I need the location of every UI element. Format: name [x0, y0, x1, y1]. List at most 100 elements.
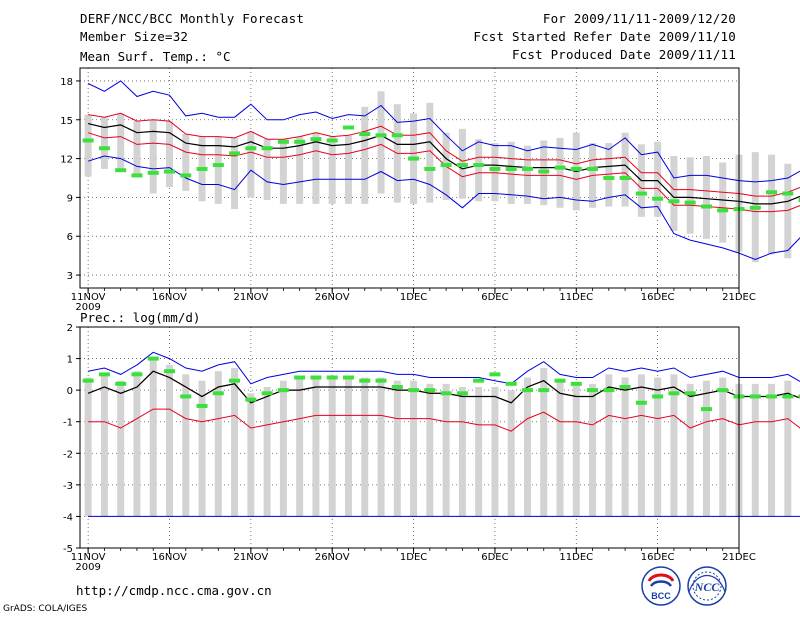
x-tick-label: 16DEC: [641, 552, 675, 563]
observed-marker: [749, 205, 761, 210]
x-tick-label: 11DEC: [559, 292, 593, 303]
spread-box: [475, 139, 483, 202]
y-tick-label: 1: [67, 355, 73, 366]
spread-box: [702, 380, 710, 517]
spread-box: [377, 377, 385, 517]
observed-marker: [359, 132, 371, 136]
precipitation-panel-title: Prec.: log(mm/d): [80, 310, 200, 325]
y-tick-label: 15: [60, 116, 73, 127]
x-tick-label: 6DEC: [481, 552, 508, 563]
observed-marker: [570, 166, 582, 171]
spread-box: [133, 121, 141, 175]
spread-box: [572, 383, 580, 517]
observed-marker: [294, 375, 306, 380]
observed-marker: [147, 170, 159, 175]
observed-marker: [115, 381, 127, 386]
ncc-logo-icon: NCC: [687, 566, 727, 606]
spread-box: [507, 141, 515, 204]
spread-box: [719, 162, 727, 243]
x-tick-label: 16NOV: [152, 292, 187, 303]
observed-marker: [587, 388, 599, 393]
observed-marker: [587, 166, 599, 171]
spread-box: [165, 364, 173, 517]
spread-box: [719, 377, 727, 517]
y-tick-label: 3: [67, 271, 73, 282]
spread-box: [540, 368, 548, 517]
spread-box: [784, 163, 792, 259]
observed-marker: [700, 204, 712, 209]
observed-marker: [456, 391, 468, 396]
observed-marker: [245, 397, 257, 402]
spread-box: [768, 383, 776, 517]
y-tick-label: 9: [67, 193, 73, 204]
spread-box: [328, 136, 336, 204]
bcc-logo-icon: BCC: [641, 566, 681, 606]
observed-marker: [700, 407, 712, 412]
observed-marker: [538, 169, 550, 174]
observed-marker: [668, 199, 680, 204]
spread-box: [100, 117, 108, 169]
spread-box: [312, 132, 320, 204]
observed-marker: [294, 139, 306, 144]
observed-marker: [229, 151, 241, 156]
y-tick-label: 6: [67, 232, 73, 243]
started-refer-date-label: Fcst Started Refer Date 2009/11/10: [473, 29, 736, 44]
observed-marker: [798, 394, 800, 399]
spread-box: [491, 143, 499, 202]
spread-box: [556, 380, 564, 517]
observed-marker: [310, 375, 322, 380]
observed-marker: [717, 208, 729, 213]
observed-marker: [521, 166, 533, 171]
observed-marker: [570, 381, 582, 386]
observed-marker: [782, 191, 794, 196]
spread-box: [263, 139, 271, 200]
observed-marker: [261, 146, 273, 151]
observed-marker: [652, 394, 664, 399]
spread-box: [654, 141, 662, 217]
observed-marker: [375, 133, 387, 138]
temperature-panel-title: Mean Surf. Temp.: °C: [80, 49, 231, 64]
source-url[interactable]: http://cmdp.ncc.cma.gov.cn: [76, 583, 272, 598]
spread-box: [361, 106, 369, 204]
grads-credit: GrADS: COLA/IGES: [3, 604, 88, 614]
observed-marker: [115, 168, 127, 173]
y-tick-label: 2: [67, 323, 73, 334]
observed-marker: [98, 372, 110, 377]
observed-marker: [424, 388, 436, 393]
x-tick-label: 11NOV: [71, 292, 106, 303]
observed-marker: [684, 391, 696, 396]
observed-marker: [603, 388, 615, 393]
observed-marker: [440, 163, 452, 168]
spread-box: [442, 383, 450, 517]
spread-box: [117, 113, 125, 172]
chart-title: DERF/NCC/BCC Monthly Forecast: [80, 11, 305, 26]
produced-date-label: Fcst Produced Date 2009/11/11: [511, 47, 736, 62]
spread-box: [621, 377, 629, 517]
spread-box: [296, 136, 304, 204]
observed-marker: [489, 372, 501, 377]
spread-box: [214, 136, 222, 204]
observed-marker: [196, 166, 208, 171]
y-tick-label: -3: [63, 481, 73, 492]
spread-box: [768, 154, 776, 255]
observed-marker: [505, 381, 517, 386]
observed-marker: [131, 173, 143, 178]
spread-box: [182, 134, 190, 191]
spread-box: [491, 386, 499, 517]
x-tick-label: 16DEC: [641, 292, 675, 303]
x-tick-label: 21NOV: [233, 292, 268, 303]
observed-marker: [440, 391, 452, 396]
spread-box: [296, 377, 304, 517]
spread-box: [377, 91, 385, 194]
x-tick-label: 1DEC: [400, 552, 427, 563]
observed-marker: [196, 403, 208, 408]
spread-box: [605, 143, 613, 207]
spread-box: [410, 380, 418, 517]
observed-marker: [82, 378, 94, 383]
observed-marker: [180, 173, 192, 178]
forecast-period-label: For 2009/11/11-2009/12/20: [542, 11, 736, 26]
y-tick-label: -4: [63, 512, 73, 523]
spread-box: [279, 139, 287, 204]
spread-box: [247, 393, 255, 517]
